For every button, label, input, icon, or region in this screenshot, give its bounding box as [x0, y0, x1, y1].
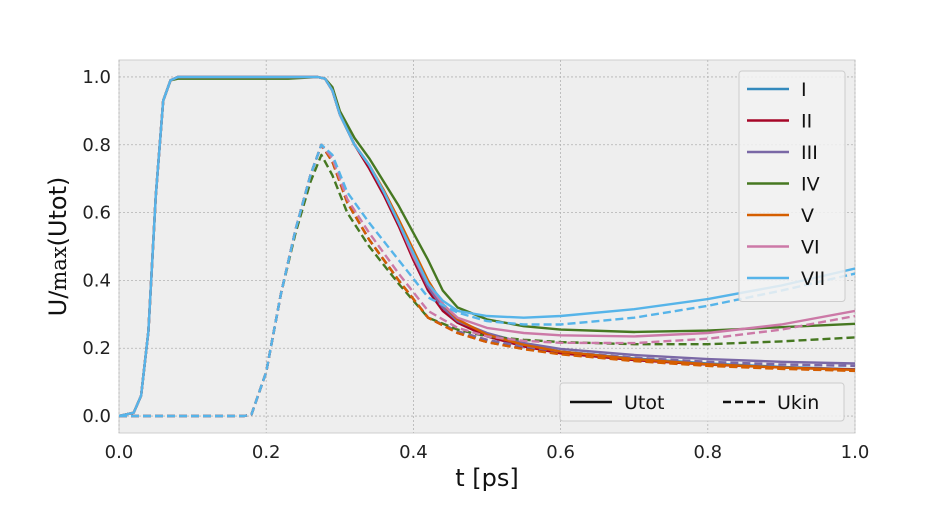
x-tick-label: 0.0: [105, 442, 134, 463]
x-tick-label: 0.2: [252, 442, 281, 463]
x-tick-label: 0.6: [546, 442, 575, 463]
series-vii-ukin-line: [119, 143, 855, 418]
x-axis-label: t [ps]: [455, 464, 519, 492]
legend-entry: III: [801, 142, 818, 164]
y-tick-label: 0.6: [82, 203, 111, 224]
y-tick-label: 0.0: [82, 406, 111, 427]
y-tick-label: 0.8: [82, 135, 111, 156]
y-axis-label-suffix: (Utot): [44, 177, 72, 247]
y-tick-label: 0.2: [82, 338, 111, 359]
y-tick-label: 1.0: [82, 67, 111, 88]
x-axis-ticks: 0.0 0.2 0.4 0.6 0.8 1.0: [105, 442, 870, 463]
y-axis-label-prefix: U/: [44, 290, 72, 317]
plot-area: [118, 59, 856, 434]
style-legend-box: [559, 382, 845, 422]
legend-entry: V: [801, 205, 814, 227]
y-axis-label: U/max(Utot): [44, 177, 72, 317]
x-tick-label: 0.4: [399, 442, 428, 463]
legend-entry: I: [801, 79, 807, 101]
x-tick-label: 0.8: [693, 442, 722, 463]
y-axis-ticks: 0.0 0.2 0.4 0.6 0.8 1.0: [82, 67, 111, 427]
legend-entry: VII: [801, 268, 825, 290]
x-tick-label: 1.0: [841, 442, 870, 463]
legend-entry: VI: [801, 237, 820, 259]
y-axis-label-sub: max: [47, 246, 71, 290]
style-legend-entry: Utot: [624, 392, 664, 414]
legend-entry: IV: [801, 174, 820, 196]
legend-entry: II: [801, 111, 812, 133]
series-vii-utot-line: [119, 75, 855, 418]
legend-box: [738, 70, 846, 302]
y-tick-label: 0.4: [82, 270, 111, 291]
style-legend-entry: Ukin: [777, 392, 819, 414]
style-legend: Utot Ukin: [559, 382, 845, 422]
series-lines: [119, 75, 855, 418]
